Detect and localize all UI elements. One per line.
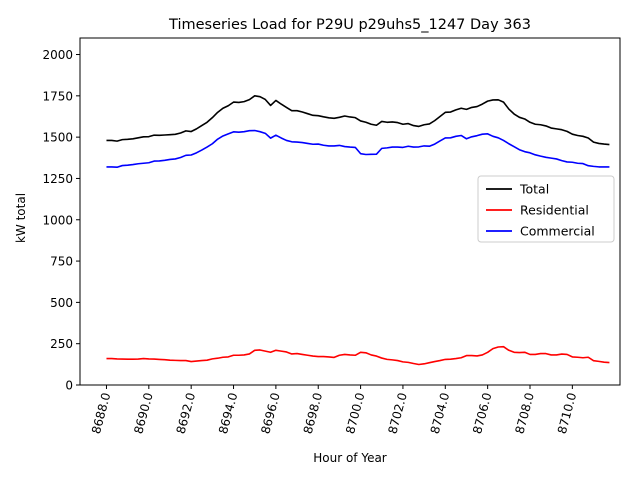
y-tick-label: 500 <box>50 296 73 310</box>
x-tick-label: 8694.0 <box>216 391 240 435</box>
y-tick-label: 1000 <box>42 213 73 227</box>
legend-box <box>477 175 615 243</box>
plot-frame <box>79 37 621 386</box>
x-tick-label: 8698.0 <box>301 391 325 435</box>
chart-title: Timeseries Load for P29U p29uhs5_1247 Da… <box>168 17 531 33</box>
y-tick-label: 250 <box>50 337 73 351</box>
series-line-commercial <box>106 129 610 169</box>
x-tick-label: 8706.0 <box>470 391 494 435</box>
x-tick-label: 8708.0 <box>513 391 537 435</box>
y-tick-label: 2000 <box>42 48 73 62</box>
series-line-total <box>106 95 610 146</box>
legend-label-commercial: Commercial <box>520 224 595 239</box>
plot-area: 0 250 500 750 1000 1250 1500 1750 2000 8688.0 8690… <box>42 37 621 435</box>
y-tick-label: 0 <box>65 379 73 393</box>
x-axis-title: Hour of Year <box>313 451 387 465</box>
y-tick-label: 1500 <box>42 131 73 145</box>
x-tick-label: 8688.0 <box>89 391 113 435</box>
x-tick-label: 8692.0 <box>174 391 198 435</box>
x-tick-label: 8690.0 <box>131 391 155 435</box>
x-tick-label: 8696.0 <box>258 391 282 435</box>
x-tick-label: 8702.0 <box>385 391 409 435</box>
y-axis-title: kW total <box>14 193 28 243</box>
x-tick-label: 8710.0 <box>555 391 579 435</box>
y-tick-label: 1250 <box>42 172 73 186</box>
x-tick-label: 8704.0 <box>428 391 452 435</box>
y-tick-label: 1750 <box>42 89 73 103</box>
y-tick-label: 750 <box>50 255 73 269</box>
legend-label-residential: Residential <box>520 203 589 218</box>
series-line-residential <box>106 345 610 366</box>
legend-label-total: Total <box>519 182 549 197</box>
x-tick-label: 8700.0 <box>343 391 367 435</box>
